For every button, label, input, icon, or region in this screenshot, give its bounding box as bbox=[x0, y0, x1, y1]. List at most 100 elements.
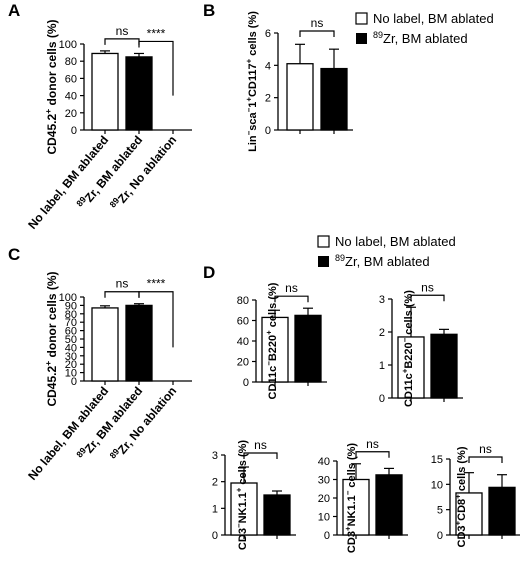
significance-bracket bbox=[104, 291, 140, 298]
y-tick-label: 3 bbox=[212, 450, 218, 462]
y-tick-label: 20 bbox=[318, 493, 330, 505]
y-tick-label: 3 bbox=[379, 294, 385, 306]
significance-label: ns bbox=[116, 24, 129, 38]
y-axis-label: CD3−NK1.1+ cells (%) bbox=[235, 440, 249, 550]
y-tick-label: 0 bbox=[265, 125, 271, 137]
panel-d: D 0 20 40 60 80 ns CD11c−B220+ cells (%) bbox=[203, 263, 327, 399]
bar bbox=[91, 52, 119, 131]
bar bbox=[125, 56, 153, 131]
panel-letter: D bbox=[203, 263, 215, 282]
panel-letter: B bbox=[203, 1, 215, 20]
y-tick-label: 30 bbox=[318, 475, 330, 487]
significance-label: ns bbox=[116, 277, 129, 291]
legend-d: No label, BM ablated 89Zr, BM ablated bbox=[317, 234, 456, 269]
y-tick-label: 60 bbox=[65, 326, 77, 338]
y-tick-label: 5 bbox=[437, 505, 443, 517]
y-tick-label: 20 bbox=[65, 108, 77, 120]
y-tick-label: 15 bbox=[431, 454, 443, 466]
bar bbox=[263, 494, 291, 536]
panel-d6: 0 10 20 30 40 ns CD3+NK1.1− cells (%) bbox=[318, 437, 408, 553]
y-tick-label: 0 bbox=[71, 125, 77, 137]
significance-label: ns bbox=[285, 281, 298, 295]
y-tick-label: 0 bbox=[71, 376, 77, 388]
significance-bracket bbox=[138, 40, 174, 96]
y-tick-label: 100 bbox=[59, 292, 77, 304]
panel-d4: 0 1 2 3 ns CD11c+B220− cells (%) bbox=[379, 280, 463, 407]
legend-label-no-label-d: No label, BM ablated bbox=[335, 234, 456, 249]
bar bbox=[294, 314, 322, 383]
bar bbox=[488, 486, 516, 536]
significance-bracket bbox=[243, 452, 278, 459]
significance-label: **** bbox=[147, 277, 166, 291]
significance-bracket bbox=[104, 38, 140, 45]
y-tick-label: 2 bbox=[379, 327, 385, 339]
y-tick-label: 60 bbox=[65, 73, 77, 85]
y-axis-label: CD45.2+ donor cells (%) bbox=[43, 271, 59, 406]
y-axis-label: CD3+NK1.1− cells (%) bbox=[344, 443, 358, 553]
significance-bracket bbox=[468, 456, 503, 463]
significance-bracket bbox=[299, 30, 335, 37]
legend-swatch-no-label bbox=[355, 12, 368, 25]
significance-bracket bbox=[138, 291, 174, 348]
y-tick-label: 0 bbox=[212, 530, 218, 542]
significance-bracket bbox=[274, 295, 309, 303]
y-tick-label: 0 bbox=[379, 393, 385, 405]
significance-label: **** bbox=[147, 26, 166, 40]
panel-d7: 0 5 10 15 ns CD3+CD8+ cells (%) bbox=[431, 442, 520, 547]
y-axis-label: CD11c−B220+ cells (%) bbox=[265, 282, 279, 399]
y-tick-label: 0 bbox=[243, 377, 249, 389]
y-tick-label: 40 bbox=[237, 336, 249, 348]
panel-b: B 0 2 4 6 ns Lin−sca−1+CD117+ cells (%) bbox=[203, 1, 353, 152]
y-tick-label: 6 bbox=[265, 28, 271, 40]
bar bbox=[125, 304, 153, 382]
bar bbox=[455, 492, 483, 536]
y-tick-label: 20 bbox=[65, 359, 77, 371]
bar bbox=[230, 482, 258, 536]
y-tick-label: 10 bbox=[318, 512, 330, 524]
significance-label: ns bbox=[421, 280, 434, 294]
y-tick-label: 30 bbox=[65, 351, 77, 363]
legend-label-zr: 89Zr, BM ablated bbox=[373, 30, 468, 46]
y-tick-label: 80 bbox=[237, 295, 249, 307]
significance-label: ns bbox=[366, 437, 379, 451]
y-tick-label: 60 bbox=[237, 316, 249, 328]
y-tick-label: 1 bbox=[212, 503, 218, 515]
bar bbox=[91, 307, 119, 382]
bar bbox=[342, 478, 370, 536]
significance-label: ns bbox=[479, 442, 492, 456]
y-tick-label: 2 bbox=[212, 477, 218, 489]
y-tick-label: 4 bbox=[265, 60, 271, 72]
y-tick-label: 2 bbox=[265, 93, 271, 105]
y-tick-label: 40 bbox=[318, 456, 330, 468]
legend-swatch-zr-d bbox=[318, 256, 329, 267]
y-tick-label: 70 bbox=[65, 317, 77, 329]
y-axis-label: CD11c+B220− cells (%) bbox=[401, 290, 415, 407]
y-tick-label: 80 bbox=[65, 56, 77, 68]
panel-d5: 0 1 2 3 ns CD3−NK1.1+ cells (%) bbox=[212, 438, 296, 550]
panel-a: A 0 20 40 60 80 100 ns **** CD45.2+ donor cells (… bbox=[8, 1, 192, 232]
y-tick-label: 40 bbox=[65, 91, 77, 103]
y-tick-label: 0 bbox=[324, 530, 330, 542]
bar bbox=[286, 63, 314, 131]
legend-label-no-label: No label, BM ablated bbox=[373, 11, 494, 26]
y-tick-label: 0 bbox=[437, 530, 443, 542]
significance-bracket bbox=[410, 294, 445, 302]
legend-label-zr-d: 89Zr, BM ablated bbox=[335, 253, 430, 269]
bar bbox=[375, 474, 403, 536]
bar bbox=[320, 67, 348, 131]
y-tick-label: 10 bbox=[431, 479, 443, 491]
y-tick-label: 50 bbox=[65, 334, 77, 346]
panel-letter: C bbox=[8, 245, 20, 264]
y-tick-label: 100 bbox=[59, 39, 77, 51]
panel-letter: A bbox=[8, 1, 20, 20]
y-axis-label: Lin−sca−1+CD117+ cells (%) bbox=[245, 11, 259, 152]
legend-swatch-zr bbox=[356, 33, 367, 44]
bar bbox=[430, 333, 458, 399]
bar bbox=[397, 336, 425, 399]
significance-label: ns bbox=[311, 16, 324, 30]
y-axis-label: CD45.2+ donor cells (%) bbox=[43, 19, 59, 154]
y-tick-label: 90 bbox=[65, 300, 77, 312]
y-axis-label: CD3+CD8+ cells (%) bbox=[454, 446, 468, 547]
